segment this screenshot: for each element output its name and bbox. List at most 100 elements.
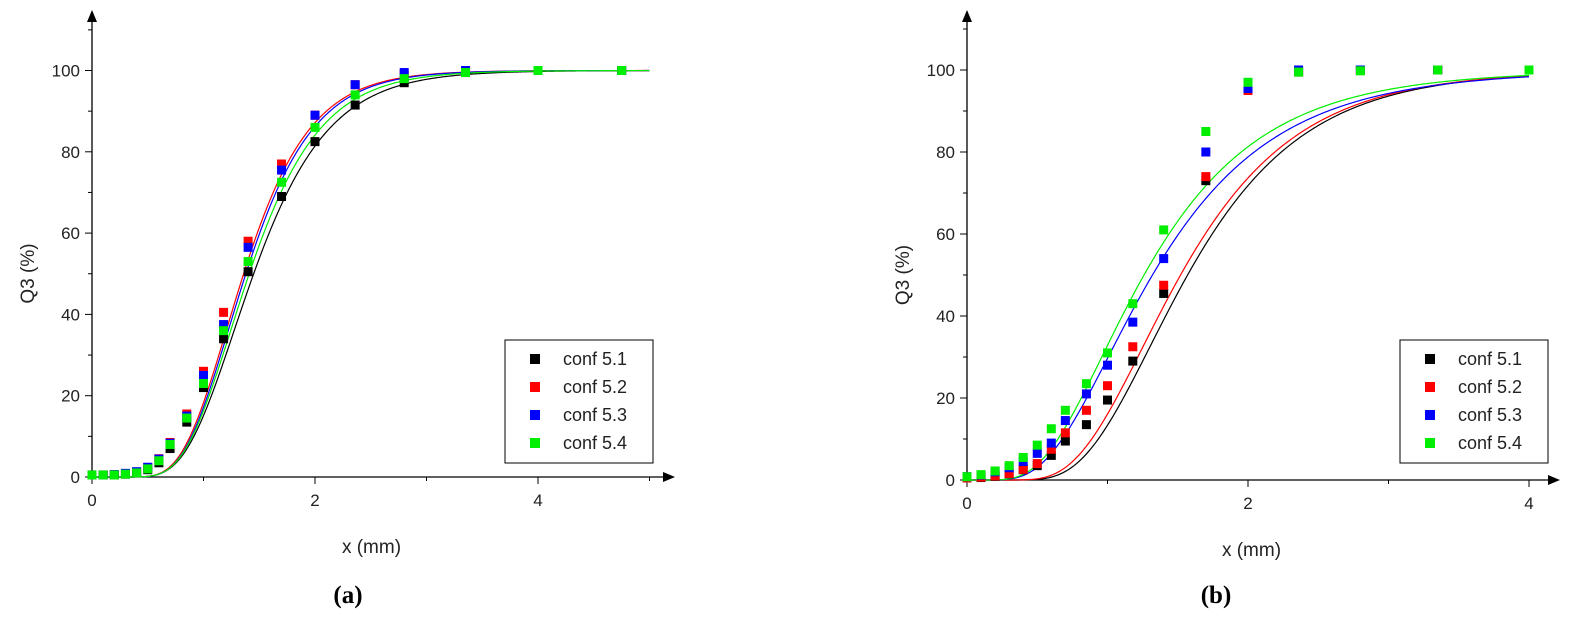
data-point bbox=[1081, 405, 1091, 415]
data-point bbox=[990, 466, 1000, 476]
data-point bbox=[98, 470, 108, 480]
legend-marker bbox=[530, 354, 540, 364]
legend-label: conf 5.4 bbox=[563, 433, 627, 453]
data-point bbox=[277, 159, 287, 169]
y-tick-label: 60 bbox=[936, 225, 955, 244]
data-point bbox=[1355, 66, 1365, 76]
data-point bbox=[1032, 440, 1042, 450]
data-point bbox=[243, 257, 253, 267]
data-point bbox=[1159, 225, 1169, 235]
legend-label: conf 5.1 bbox=[563, 349, 627, 369]
data-point bbox=[1103, 360, 1112, 370]
data-point bbox=[1159, 280, 1169, 290]
data-point bbox=[310, 110, 320, 120]
legend-marker bbox=[1425, 382, 1435, 392]
y-tick-label: 0 bbox=[71, 468, 80, 487]
data-point bbox=[1032, 448, 1042, 458]
data-point bbox=[277, 165, 287, 175]
legend-marker bbox=[530, 410, 540, 420]
legend-label: conf 5.3 bbox=[563, 405, 627, 425]
data-point bbox=[87, 470, 97, 480]
y-tick-label: 20 bbox=[936, 389, 955, 408]
data-point bbox=[219, 320, 229, 330]
y-axis-arrow bbox=[962, 10, 972, 22]
y-tick-label: 20 bbox=[61, 387, 80, 406]
data-point bbox=[1060, 436, 1070, 446]
y-tick-label: 40 bbox=[61, 305, 80, 324]
y-tick-label: 80 bbox=[61, 143, 80, 162]
data-point bbox=[1128, 299, 1138, 309]
data-point bbox=[976, 470, 986, 480]
data-point bbox=[533, 66, 543, 75]
data-point bbox=[1004, 468, 1014, 478]
data-point bbox=[1032, 459, 1042, 469]
data-point bbox=[1046, 444, 1056, 454]
y-tick-label: 40 bbox=[936, 307, 955, 326]
data-point bbox=[1103, 381, 1112, 391]
data-point bbox=[1046, 450, 1056, 460]
data-point bbox=[962, 472, 972, 482]
data-point bbox=[1060, 405, 1070, 415]
data-point bbox=[1243, 77, 1253, 87]
y-tick-label: 80 bbox=[936, 143, 955, 162]
y-tick-label: 100 bbox=[52, 62, 80, 81]
data-point bbox=[277, 192, 287, 202]
data-point bbox=[1046, 424, 1056, 434]
x-axis-title: x (mm) bbox=[342, 537, 401, 558]
legend-marker bbox=[1425, 354, 1435, 364]
legend-box bbox=[1399, 339, 1549, 464]
data-point bbox=[350, 90, 360, 100]
data-point bbox=[243, 267, 253, 277]
data-point bbox=[1201, 147, 1211, 157]
data-point bbox=[310, 122, 320, 132]
data-point bbox=[1018, 464, 1028, 474]
data-point bbox=[1081, 389, 1091, 399]
data-point bbox=[143, 464, 153, 474]
data-point bbox=[120, 469, 130, 479]
y-tick-label: 100 bbox=[927, 61, 955, 80]
legend-marker bbox=[530, 382, 540, 392]
y-tick-label: 0 bbox=[946, 471, 955, 490]
data-point bbox=[243, 242, 253, 252]
data-point bbox=[1524, 65, 1534, 75]
data-point bbox=[1159, 254, 1169, 264]
data-point bbox=[1294, 67, 1304, 77]
x-tick-label: 2 bbox=[310, 491, 319, 510]
data-point bbox=[154, 456, 164, 466]
legend-marker bbox=[1425, 410, 1435, 420]
data-point bbox=[219, 326, 229, 336]
data-point bbox=[243, 236, 253, 246]
data-point bbox=[461, 68, 471, 78]
data-point bbox=[1081, 379, 1091, 389]
legend-label: conf 5.1 bbox=[1458, 349, 1522, 369]
data-point bbox=[1433, 65, 1443, 75]
data-point bbox=[1128, 342, 1138, 352]
data-point bbox=[399, 68, 409, 78]
data-point bbox=[1060, 416, 1070, 426]
fit-curve bbox=[92, 69, 650, 478]
data-point bbox=[199, 379, 208, 389]
panel-label: (b) bbox=[1201, 582, 1232, 609]
data-point bbox=[617, 66, 627, 75]
legend-box bbox=[504, 339, 654, 464]
data-point bbox=[350, 80, 360, 90]
x-axis-arrow bbox=[663, 472, 675, 482]
data-point bbox=[1103, 395, 1112, 405]
data-point bbox=[165, 439, 175, 449]
y-axis-title: Q3 (%) bbox=[893, 245, 914, 305]
x-tick-label: 0 bbox=[962, 494, 971, 513]
data-point bbox=[1243, 83, 1253, 93]
x-axis-title: x (mm) bbox=[1222, 540, 1281, 561]
data-point bbox=[1018, 452, 1028, 462]
data-point bbox=[219, 334, 229, 344]
y-tick-label: 60 bbox=[61, 224, 80, 243]
x-tick-label: 2 bbox=[1243, 494, 1252, 513]
data-point bbox=[1128, 356, 1138, 366]
x-axis-arrow bbox=[1548, 475, 1560, 485]
data-point bbox=[1201, 127, 1211, 136]
fit-curve bbox=[967, 76, 1530, 481]
y-axis-title: Q3 (%) bbox=[18, 243, 39, 303]
